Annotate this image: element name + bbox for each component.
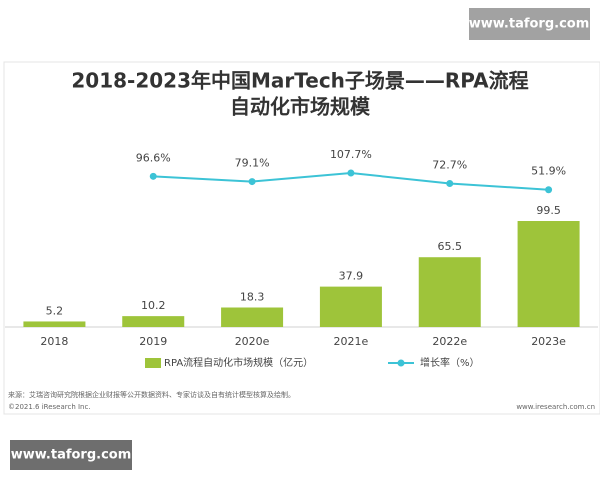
x-tick-label: 2021e <box>334 335 369 348</box>
bar <box>23 321 86 327</box>
chart-frame <box>3 61 600 415</box>
legend-swatch <box>397 359 405 367</box>
bar <box>418 257 481 327</box>
bar <box>122 316 185 327</box>
line-point <box>446 180 454 187</box>
website: www.iresearch.com.cn <box>516 403 595 411</box>
point-label: 72.7% <box>432 159 467 172</box>
point-label: 96.6% <box>136 151 171 164</box>
line-point <box>149 172 157 180</box>
legend-label: 增长率（%） <box>420 356 480 369</box>
x-tick-label: 2020e <box>235 335 270 348</box>
copyright: ©2021.6 iResearch Inc. <box>8 403 91 411</box>
point-label: 51.9% <box>531 165 566 178</box>
source-note: 来源：艾瑞咨询研究院根据企业财报等公开数据资料、专家访谈及自有统计模型核算及绘制… <box>8 390 295 399</box>
line-point <box>248 178 256 186</box>
legend-label: RPA流程自动化市场规模（亿元） <box>164 356 313 369</box>
watermark-box <box>469 8 590 40</box>
line-point <box>347 169 355 177</box>
bar <box>319 286 382 327</box>
chart-title: 2018-2023年中国MarTech子场景——RPA流程 <box>71 69 528 93</box>
bar-label: 5.2 <box>46 304 64 317</box>
x-tick-label: 2018 <box>40 335 68 348</box>
watermark: www.taforg.com <box>11 448 132 463</box>
bar-label: 37.9 <box>339 270 364 283</box>
point-label: 107.7% <box>330 148 372 161</box>
line-point <box>545 186 553 194</box>
watermark-box <box>10 440 132 470</box>
x-tick-label: 2019 <box>139 335 167 348</box>
bar-label: 99.5 <box>536 204 561 217</box>
bar-label: 18.3 <box>240 291 265 304</box>
bar-label: 10.2 <box>141 299 166 312</box>
bar <box>517 221 580 327</box>
x-tick-label: 2022e <box>432 335 467 348</box>
chart-title: 自动化市场规模 <box>230 95 371 119</box>
point-label: 79.1% <box>235 157 270 170</box>
watermark: www.taforg.com <box>469 17 590 32</box>
bar-label: 65.5 <box>438 240 463 253</box>
bar <box>221 307 284 327</box>
legend-swatch <box>145 358 161 368</box>
x-tick-label: 2023e <box>531 335 566 348</box>
